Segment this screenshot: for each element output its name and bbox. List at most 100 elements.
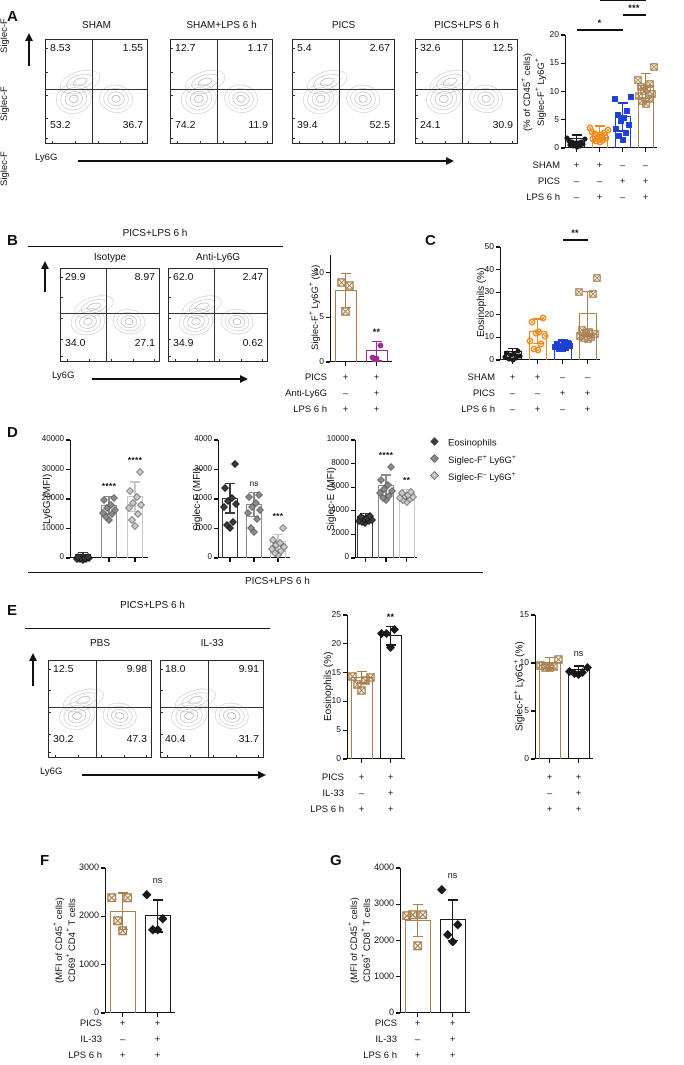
y-axis-arrow-line — [44, 268, 46, 292]
data-point-marker — [137, 501, 146, 510]
x-axis — [330, 360, 392, 362]
error-cap-top — [273, 533, 283, 536]
bar — [379, 635, 402, 759]
data-point-marker — [222, 520, 231, 529]
y-tick-label: 6000 — [331, 481, 349, 491]
panel-e-y-axis-label-1: Eosinophils (%) — [323, 610, 341, 762]
data-point — [135, 463, 144, 476]
x-tick — [156, 1013, 159, 1017]
y-tick-label: 0 — [344, 552, 349, 561]
quadrant-value-ll: 34.0 — [65, 337, 86, 349]
y-tick — [496, 268, 500, 271]
y-tick-label: 0 — [319, 356, 324, 366]
error-bar — [364, 512, 367, 519]
condition-row-label: PICS — [304, 372, 327, 383]
condition-value: – — [619, 160, 626, 171]
data-point-marker — [574, 287, 583, 296]
quadrant-value-ul: 29.9 — [65, 271, 86, 283]
quadrant-value-ur: 9.91 — [238, 663, 259, 675]
data-point — [123, 890, 133, 903]
data-point-marker — [528, 318, 536, 326]
error-cap-top — [78, 552, 88, 554]
error-cap-bottom — [412, 935, 423, 938]
data-point — [375, 484, 384, 498]
data-point — [124, 499, 133, 513]
panel-c-y-axis-label: Eosinophils (%) — [474, 240, 494, 365]
condition-value: + — [584, 388, 591, 399]
data-point — [516, 347, 524, 359]
error-bar — [451, 899, 454, 940]
data-point-marker — [101, 513, 110, 522]
y-axis-label-text: Siglec-F+ Ly6G+ (%) — [511, 641, 526, 731]
data-point-marker — [131, 522, 139, 531]
x-tick — [344, 362, 347, 366]
error-cap-top — [371, 340, 382, 342]
y-tick-label: 2000 — [373, 934, 394, 945]
condition-value: + — [373, 372, 380, 383]
data-point — [107, 889, 117, 903]
flow-plot-b1: 29.9 8.97 34.0 27.1 — [60, 268, 160, 362]
quadrant-value-ll: 34.9 — [173, 337, 194, 349]
data-point — [501, 348, 509, 360]
condition-value: – — [534, 388, 541, 399]
data-point-marker — [578, 326, 586, 334]
condition-row-label: SHAM — [467, 372, 495, 383]
data-point — [388, 482, 397, 495]
data-point — [557, 337, 565, 349]
data-point — [541, 327, 549, 340]
data-point-marker — [554, 341, 561, 348]
data-point — [100, 491, 109, 504]
data-point-marker — [617, 118, 624, 125]
data-point-marker — [619, 137, 626, 143]
y-tick — [214, 498, 218, 500]
data-point — [385, 639, 396, 653]
y-tick — [66, 498, 70, 500]
panel-d-y-axis-label-2: Siglec-F (MFI) — [192, 436, 208, 562]
quadrant-value-ur: 9.98 — [126, 663, 147, 675]
y-axis-label-line2: (MFI of CD45+ cells) — [52, 897, 66, 983]
contour-cloud — [426, 69, 503, 114]
data-point — [345, 277, 355, 291]
x-tick — [621, 148, 624, 152]
condition-value: + — [387, 804, 394, 815]
quadrant-value-lr: 27.1 — [134, 337, 155, 349]
data-point — [376, 337, 385, 349]
data-point — [98, 504, 107, 517]
data-point — [528, 313, 536, 326]
plot-area: 0 1000 2000 3000 ns — [79, 862, 175, 1017]
legend-label: Siglec-F+ Ly6G+ — [448, 454, 516, 467]
quadrant-divider-vertical — [217, 40, 218, 143]
data-point — [221, 479, 230, 492]
data-point — [646, 75, 655, 88]
condition-value: – — [619, 192, 626, 203]
data-point-marker — [611, 95, 618, 102]
data-point-marker — [622, 129, 629, 136]
condition-value: – — [642, 160, 649, 171]
flow-plot-title: SHAM — [82, 20, 111, 31]
data-point-marker — [526, 337, 534, 345]
data-point — [246, 519, 255, 532]
quadrant-value-ll: 30.2 — [53, 733, 74, 745]
flow-plot-4: 32.6 12.5 24.1 30.9 — [415, 39, 518, 144]
condition-value: + — [358, 772, 365, 783]
contour-cloud — [178, 295, 254, 336]
panel-e-bar-chart-eosinophils: 0 5 10 15 20 25 ** — [332, 609, 405, 763]
y-axis-ticks — [48, 661, 52, 757]
data-point-marker — [541, 332, 549, 340]
data-point-marker — [157, 914, 168, 924]
data-point-marker — [117, 926, 128, 936]
data-point-marker — [386, 463, 395, 472]
data-point — [368, 349, 377, 361]
condition-value: – — [509, 388, 516, 399]
y-axis-label-line2: (% of CD45+ cells) — [520, 53, 534, 131]
data-point-marker — [369, 355, 375, 361]
quadrant-value-ul: 12.7 — [175, 42, 196, 54]
plot-area: 0 1000 2000 3000 4000 ns *** — [194, 434, 290, 562]
x-axis — [105, 1011, 175, 1013]
condition-value: – — [414, 1034, 421, 1045]
condition-value: + — [387, 788, 394, 799]
data-point-marker — [616, 133, 623, 140]
plot-area: 0 10 20 30 40 50 ** — [485, 228, 601, 364]
data-point-marker — [578, 668, 588, 678]
data-point — [254, 486, 263, 500]
